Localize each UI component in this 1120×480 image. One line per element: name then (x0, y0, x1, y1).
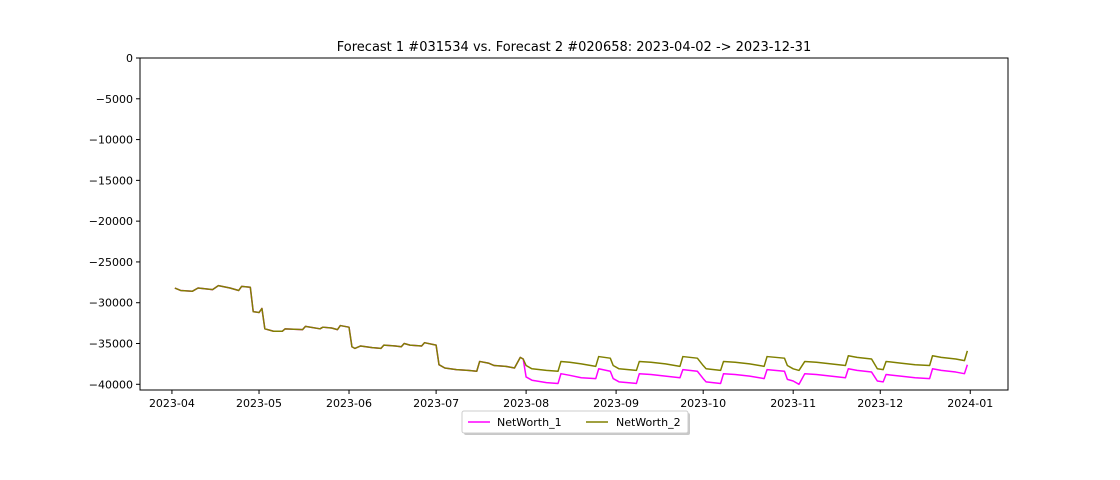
y-axis: 0 −5000 −10000 −15000 −20000 −25000 −30000 −350… (89, 52, 140, 391)
series-line-networth-2 (174, 284, 969, 372)
x-tick-label: 2023-08 (503, 397, 549, 410)
y-tick-label: −15000 (89, 174, 133, 187)
y-tick-label: −5000 (96, 93, 133, 106)
plot-frame (139, 57, 1009, 391)
legend-label-networth-2: NetWorth_2 (616, 416, 681, 429)
x-tick-label: 2023-07 (413, 397, 459, 410)
x-tick-label: 2024-01 (947, 397, 993, 410)
chart-title: Forecast 1 #031534 vs. Forecast 2 #02065… (337, 40, 811, 55)
y-tick-label: −40000 (89, 378, 133, 391)
x-tick-label: 2023-10 (680, 397, 726, 410)
legend: NetWorth_1 NetWorth_2 (461, 410, 690, 435)
y-tick-label: −10000 (89, 134, 133, 147)
y-tick-label: −30000 (89, 297, 133, 310)
legend-label-networth-1: NetWorth_1 (497, 416, 562, 429)
legend-box (461, 410, 689, 434)
y-tick-label: 0 (126, 52, 133, 65)
x-axis: 2023-04 2023-05 2023-06 2023-07 2023-08 2023-… (149, 390, 993, 410)
x-tick-label: 2023-05 (236, 397, 282, 410)
x-tick-label: 2023-12 (857, 397, 903, 410)
y-tick-label: −25000 (89, 256, 133, 269)
y-tick-label: −20000 (89, 215, 133, 228)
x-tick-label: 2023-09 (593, 397, 639, 410)
y-tick-label: −35000 (89, 338, 133, 351)
x-tick-label: 2023-11 (770, 397, 816, 410)
series-layer (174, 284, 969, 386)
x-tick-label: 2023-04 (149, 397, 195, 410)
x-tick-label: 2023-06 (326, 397, 372, 410)
